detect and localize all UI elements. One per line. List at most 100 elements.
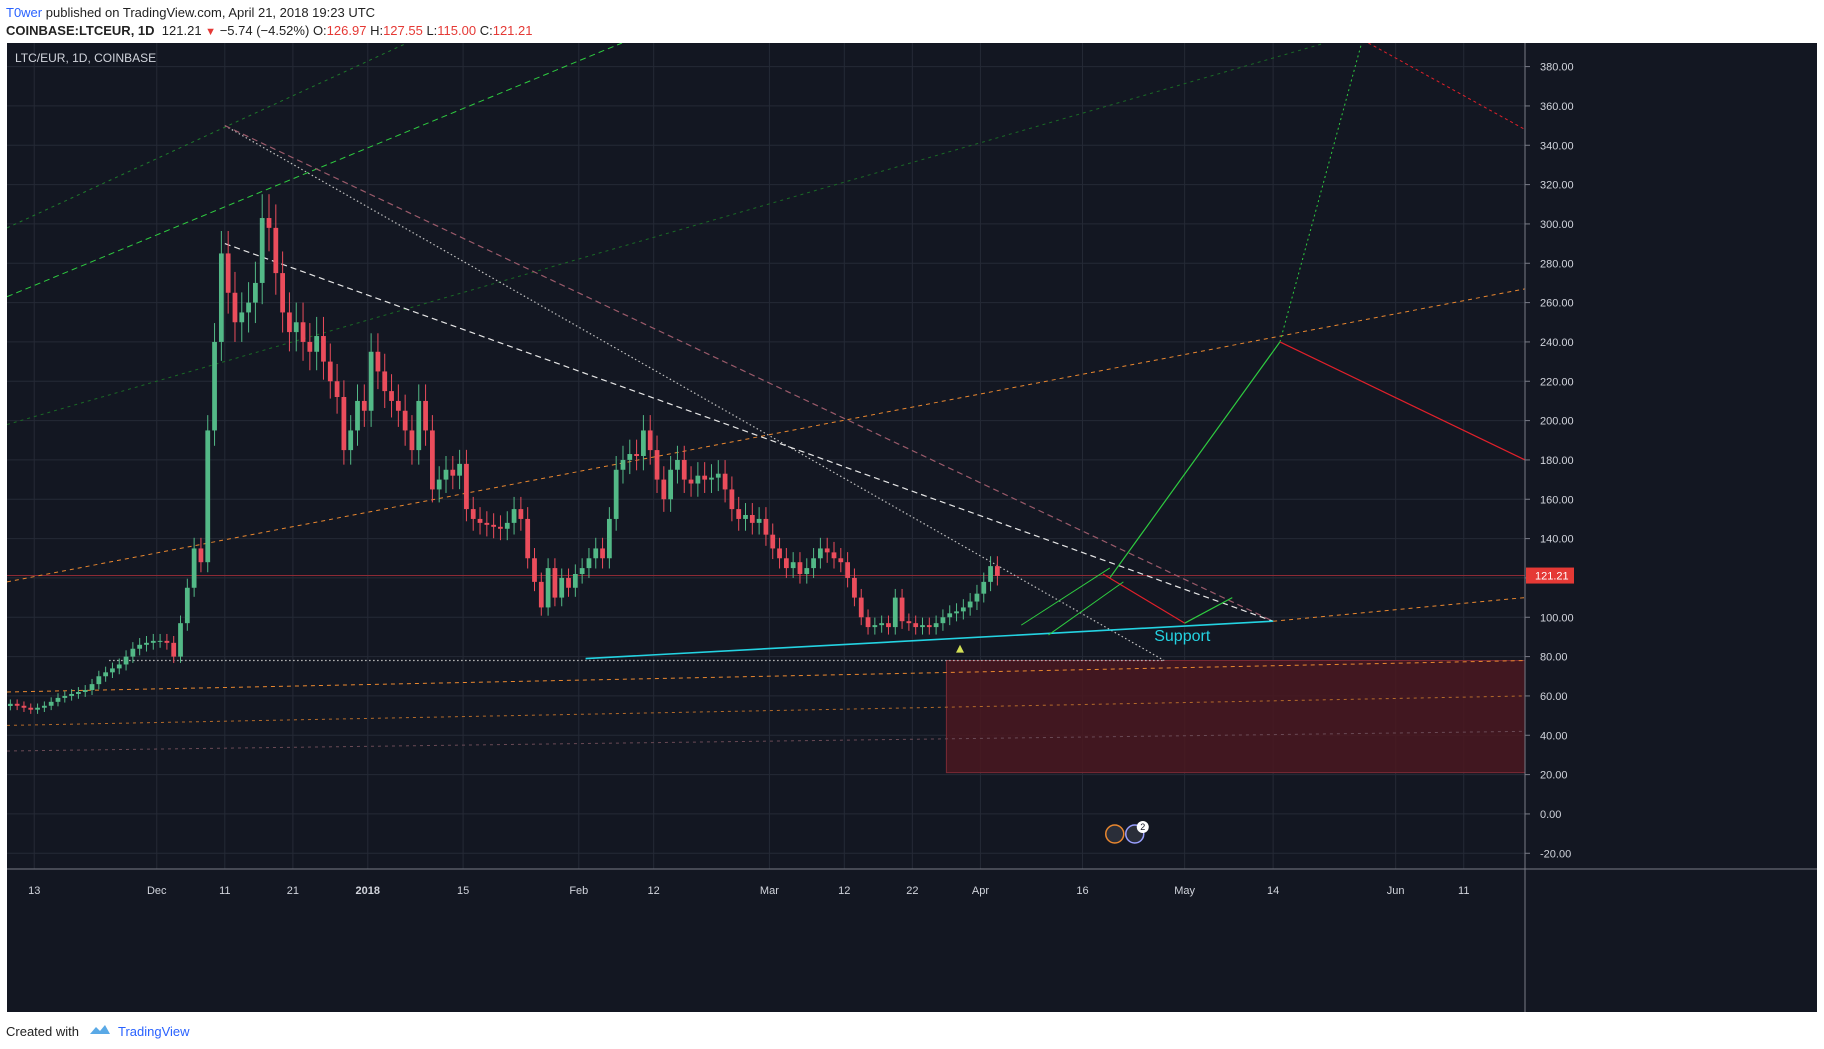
y-tick-label: 320.00	[1540, 180, 1574, 192]
x-tick-label: May	[1174, 885, 1195, 897]
channel-line	[7, 660, 1526, 693]
candle-body	[954, 611, 959, 614]
channel-line	[7, 43, 623, 298]
candle-body	[55, 697, 61, 702]
channel-arrow	[1048, 581, 1124, 636]
candle-body	[402, 410, 408, 431]
badge-count-bg	[1136, 821, 1149, 833]
low-label: L:	[426, 23, 438, 38]
trend-line	[585, 620, 1274, 660]
x-tick-label: 2018	[356, 885, 380, 897]
candle-body	[382, 371, 388, 392]
y-tick-label: 280.00	[1540, 258, 1574, 270]
x-tick-label: 22	[906, 885, 918, 897]
candle-body	[130, 648, 136, 657]
candle-body	[96, 676, 102, 685]
projection-dotted	[1279, 43, 1363, 343]
candle-body	[198, 548, 204, 563]
publication-header: T0wer published on TradingView.com, Apri…	[0, 0, 1824, 43]
candle-body	[157, 640, 163, 642]
candle-body	[348, 430, 354, 451]
trend-line	[224, 125, 1165, 662]
y-tick-label: 240.00	[1540, 337, 1574, 349]
candle-body	[967, 601, 973, 608]
low-value: 115.00	[437, 23, 477, 38]
candle-body	[811, 558, 816, 569]
y-tick-label: 60.00	[1540, 691, 1568, 703]
candle-body	[41, 705, 47, 708]
x-tick-label: 13	[28, 885, 40, 897]
marker-triangle	[956, 644, 965, 653]
candle-body	[960, 607, 966, 612]
badge-count: 2	[1140, 822, 1145, 832]
event-badge-icon[interactable]	[1105, 824, 1125, 844]
candle-body	[225, 253, 231, 293]
candle-body	[532, 558, 537, 582]
candle-body	[702, 475, 708, 480]
chart-canvas[interactable]: 380.00360.00340.00320.00300.00280.00260.…	[7, 43, 1817, 1012]
candle-body	[137, 644, 143, 649]
price-tag-bg	[1526, 567, 1574, 584]
candle-body	[48, 701, 54, 706]
candle-body	[518, 509, 524, 519]
y-tick-label: -20.00	[1540, 848, 1571, 860]
candle-body	[559, 577, 565, 598]
candle-body	[457, 463, 462, 476]
candle-body	[35, 707, 40, 710]
candle-body	[566, 577, 571, 588]
candle-body	[334, 381, 340, 397]
candle-body	[804, 568, 810, 574]
candle-body	[681, 459, 687, 480]
candle-body	[668, 469, 674, 500]
candle-body	[845, 562, 851, 578]
x-tick-label: 16	[1076, 885, 1088, 897]
down-arrow-icon: ▼	[205, 26, 217, 38]
candle-body	[184, 587, 190, 624]
candle-body	[287, 312, 292, 333]
candle-body	[586, 558, 592, 569]
x-tick-label: 12	[648, 885, 660, 897]
candle-body	[613, 469, 619, 519]
candle-body	[69, 693, 74, 696]
candle-body	[947, 613, 953, 618]
y-tick-label: 100.00	[1540, 612, 1574, 624]
candle-body	[722, 473, 728, 490]
candle-body	[232, 292, 238, 323]
candle-body	[579, 568, 585, 574]
candle-body	[361, 400, 367, 411]
candle-body	[464, 463, 469, 510]
candle-body	[273, 227, 279, 274]
candle-body	[988, 566, 993, 582]
support-label: Support	[1154, 628, 1211, 645]
footer: Created with TradingView	[0, 1012, 1824, 1049]
x-tick-label: 11	[219, 885, 230, 897]
y-tick-label: 220.00	[1540, 376, 1574, 388]
channel-line	[7, 43, 1326, 426]
candle-body	[994, 566, 1000, 576]
author-link[interactable]: T0wer	[6, 5, 43, 20]
channel-line	[1273, 597, 1526, 622]
chart-area[interactable]: 380.00 360.00 340.00 320.00 300.00 280.00 260.…	[7, 43, 1817, 1012]
channel-line	[7, 288, 1526, 583]
candle-body	[892, 597, 898, 628]
candle-body	[777, 548, 782, 559]
candle-body	[504, 522, 510, 529]
x-tick-label: 15	[457, 885, 469, 897]
y-tick-label: 260.00	[1540, 298, 1574, 310]
candle-body	[783, 558, 789, 569]
candle-body	[906, 621, 912, 624]
candle-body	[852, 577, 857, 598]
y-tick-label: 340.00	[1540, 140, 1574, 152]
y-tick-label: 80.00	[1540, 652, 1568, 664]
candle-body	[436, 479, 442, 490]
candle-body	[913, 623, 919, 628]
candle-body	[89, 684, 95, 691]
tradingview-link[interactable]: TradingView	[118, 1024, 190, 1039]
event-badges[interactable]: 2	[1105, 821, 1149, 844]
projection-down-line	[1279, 341, 1526, 461]
y-tick-label: 200.00	[1540, 416, 1574, 428]
candle-body	[327, 361, 333, 382]
candle-body	[7, 703, 13, 707]
channel-arrow	[1020, 567, 1111, 626]
candle-body	[477, 518, 483, 523]
